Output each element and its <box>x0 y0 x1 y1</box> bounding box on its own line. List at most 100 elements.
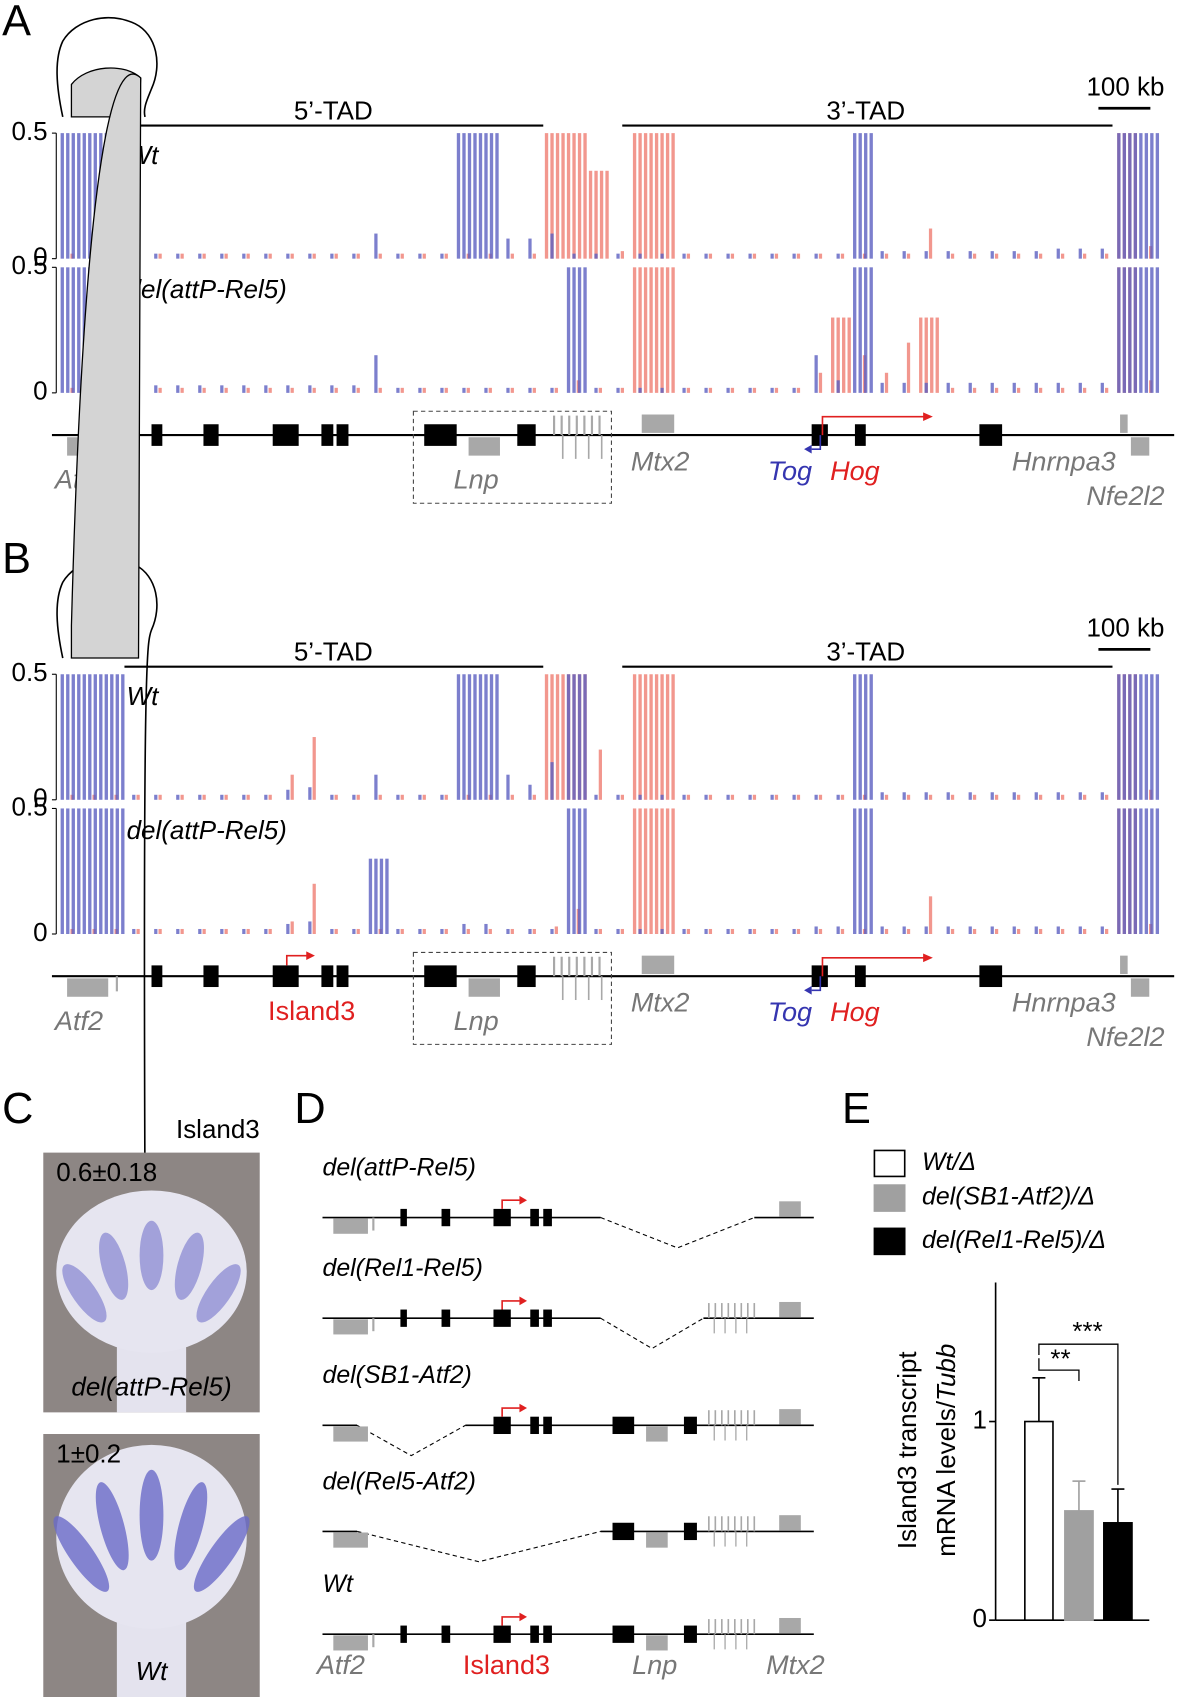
signal-bar <box>950 387 955 393</box>
signal-bar <box>638 387 642 393</box>
signal-bar <box>1060 387 1065 393</box>
element-box <box>543 1416 552 1435</box>
y-tick-label: 0 <box>33 376 47 406</box>
signal-bar <box>708 253 713 259</box>
signal-bar <box>88 674 92 800</box>
signal-bar <box>946 792 950 800</box>
signal-bar <box>682 794 686 800</box>
signal-bar <box>495 674 499 800</box>
signal-bar <box>77 808 81 934</box>
signal-bar <box>528 387 532 393</box>
signal-bar <box>528 928 532 934</box>
signal-bar <box>649 808 653 934</box>
signal-bar <box>1100 926 1104 934</box>
signal-bar <box>202 794 206 800</box>
gene-label: Atf2 <box>53 1006 103 1036</box>
signal-bar <box>550 133 554 259</box>
signal-bar <box>566 133 571 259</box>
element-box <box>979 424 1003 446</box>
signal-bar <box>158 253 162 259</box>
signal-bar <box>1060 794 1065 800</box>
signal-bar <box>972 928 977 934</box>
signal-bar <box>1133 267 1138 393</box>
signal-bar <box>906 253 911 259</box>
element-box <box>543 1208 552 1227</box>
signal-bar <box>93 133 97 259</box>
signal-bar <box>990 792 994 800</box>
signal-bar <box>467 674 472 800</box>
signal-bar <box>1139 133 1143 259</box>
element-box <box>530 1416 539 1435</box>
island-arrow <box>285 954 308 966</box>
element-box <box>530 1309 539 1327</box>
signal-bar <box>930 317 934 393</box>
gene-label: Mtx2 <box>631 446 690 476</box>
construct-label: Wt <box>322 1570 353 1598</box>
panel-letters: A B C D E <box>2 0 871 1133</box>
gene-box <box>1130 437 1150 456</box>
signal-bar <box>594 253 598 259</box>
signal-bar <box>77 674 81 800</box>
signal-bar <box>770 387 774 393</box>
signal-bar <box>202 387 206 393</box>
gene-label: Mtx2 <box>766 1650 825 1680</box>
signal-bar <box>77 267 81 393</box>
signal-bar <box>198 385 202 393</box>
signal-bar <box>330 385 334 393</box>
signal-bar <box>884 372 889 393</box>
deletion <box>356 1424 466 1457</box>
signal-bar <box>752 794 757 800</box>
signal-bar <box>246 928 250 934</box>
signal-bar <box>708 387 713 393</box>
signal-bar <box>950 794 955 800</box>
track-label: Wt <box>127 681 161 711</box>
signal-bar <box>643 808 648 934</box>
signal-bar <box>620 251 624 259</box>
signal-bar <box>902 926 906 934</box>
signal-bar <box>1139 267 1143 393</box>
element-box <box>441 1309 451 1327</box>
y-axis-label-line: Island3 transcript <box>892 1351 922 1550</box>
signal-bar <box>136 928 140 934</box>
signal-bar <box>198 928 202 934</box>
signal-bar <box>220 385 224 393</box>
signal-bar <box>770 253 774 259</box>
signal-bar <box>972 253 977 259</box>
signal-bar <box>853 133 857 259</box>
panel-letter: E <box>842 1085 871 1133</box>
signal-bar <box>880 792 884 800</box>
signal-bar <box>884 928 889 934</box>
panel-letter: C <box>2 1085 33 1133</box>
hog-arrowhead <box>923 412 933 422</box>
gene-label: Tog <box>768 997 812 1027</box>
signal-bar <box>616 253 620 259</box>
signal-bar <box>154 385 158 393</box>
element-box <box>683 1522 697 1541</box>
signal-bar <box>654 133 659 259</box>
signal-bar <box>462 923 466 934</box>
signal-bar <box>510 253 514 259</box>
signal-bar <box>649 674 653 800</box>
signal-bar <box>1034 251 1038 259</box>
signal-bar <box>660 794 664 800</box>
signal-bar <box>880 382 884 393</box>
signal-bar <box>462 387 466 393</box>
genotype-label: Wt <box>136 1656 170 1686</box>
signal-bar <box>466 387 470 393</box>
signal-bar <box>202 253 206 259</box>
signal-bar <box>66 674 70 800</box>
deletion <box>600 1317 704 1350</box>
element-box <box>400 1208 407 1227</box>
signal-bar <box>555 133 560 259</box>
signal-bar <box>66 133 70 259</box>
signal-bar <box>121 808 125 934</box>
significance-label: ** <box>1050 1343 1070 1373</box>
signal-bar <box>853 674 857 800</box>
gene-label: Tog <box>768 456 812 486</box>
signal-bar <box>818 928 823 934</box>
signal-bar <box>1155 808 1160 934</box>
signal-bar <box>1100 382 1104 393</box>
tog-arrowhead <box>804 444 812 454</box>
signal-bar <box>1155 674 1160 800</box>
island-arrowhead <box>519 1403 528 1413</box>
